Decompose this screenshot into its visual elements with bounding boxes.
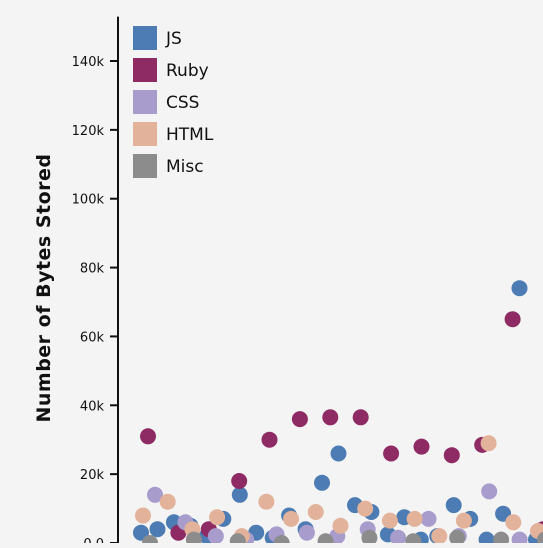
data-point-html (209, 509, 226, 526)
legend-label: Ruby (166, 61, 209, 81)
y-axis: 0.0 20k 40k 60k 80k 100k 120k 140k (72, 16, 119, 548)
data-point-ruby (322, 409, 339, 426)
legend-item-ruby: Ruby (133, 58, 209, 82)
data-point-ruby (504, 311, 521, 328)
data-point-html (357, 500, 374, 517)
data-point-html (159, 493, 176, 510)
y-tick-label: 140k (72, 55, 105, 70)
legend-swatch (133, 58, 157, 82)
data-point-html (505, 514, 522, 531)
data-point-css (481, 483, 498, 500)
data-point-js (133, 524, 149, 541)
data-point-js (231, 486, 248, 503)
data-point-ruby (413, 438, 430, 455)
y-axis-title: Number of Bytes Stored (33, 153, 55, 422)
data-point-js (478, 531, 495, 548)
legend-swatch (133, 90, 157, 114)
data-point-ruby (352, 409, 369, 426)
data-point-html (283, 510, 300, 527)
data-point-ruby (231, 473, 248, 489)
data-point-css (147, 486, 163, 503)
legend-item-css: CSS (133, 90, 199, 114)
data-point-js (445, 497, 462, 514)
data-point-misc (493, 531, 510, 548)
data-point-html (307, 504, 324, 520)
legend-swatch (133, 154, 157, 178)
data-point-misc (449, 529, 466, 546)
legend-label: HTML (166, 125, 214, 145)
legend-swatch (133, 26, 157, 50)
data-point-html (258, 493, 275, 510)
legend-item-html: HTML (133, 122, 214, 146)
data-point-ruby (261, 431, 278, 448)
y-tick-label: 80k (80, 262, 105, 277)
data-point-ruby (443, 447, 460, 464)
data-point-html (455, 512, 472, 529)
legend-label: CSS (166, 93, 199, 113)
data-point-misc (361, 529, 378, 546)
legend-item-misc: Misc (133, 154, 204, 178)
legend-swatch (133, 122, 157, 146)
legend-label: JS (165, 29, 182, 49)
data-point-css (298, 524, 315, 541)
data-point-ruby (291, 411, 308, 428)
data-point-html (332, 517, 349, 534)
data-point-html (406, 510, 423, 527)
data-point-html (480, 435, 497, 452)
data-point-css (390, 529, 407, 546)
y-tick-label: 40k (80, 399, 105, 414)
data-points (133, 280, 543, 548)
y-tick-label: 60k (80, 330, 105, 345)
legend: JS Ruby CSS HTML Misc (133, 26, 214, 178)
data-point-js (511, 280, 528, 297)
data-point-ruby (383, 445, 400, 462)
y-tick-label: 100k (72, 193, 105, 208)
data-point-html (431, 528, 448, 545)
legend-label: Misc (166, 157, 204, 177)
data-point-js (330, 445, 347, 462)
data-point-html (381, 512, 398, 529)
data-point-js (314, 474, 330, 491)
data-point-ruby (140, 428, 156, 445)
data-point-html (135, 507, 151, 524)
y-tick-label: 0.0 (83, 537, 104, 543)
data-point-css (511, 531, 528, 548)
data-point-css (207, 528, 224, 545)
data-point-js (149, 521, 166, 538)
data-point-css (420, 510, 437, 527)
y-tick-label: 20k (80, 468, 105, 483)
y-tick-label: 120k (72, 124, 105, 139)
legend-item-js: JS (133, 26, 182, 50)
